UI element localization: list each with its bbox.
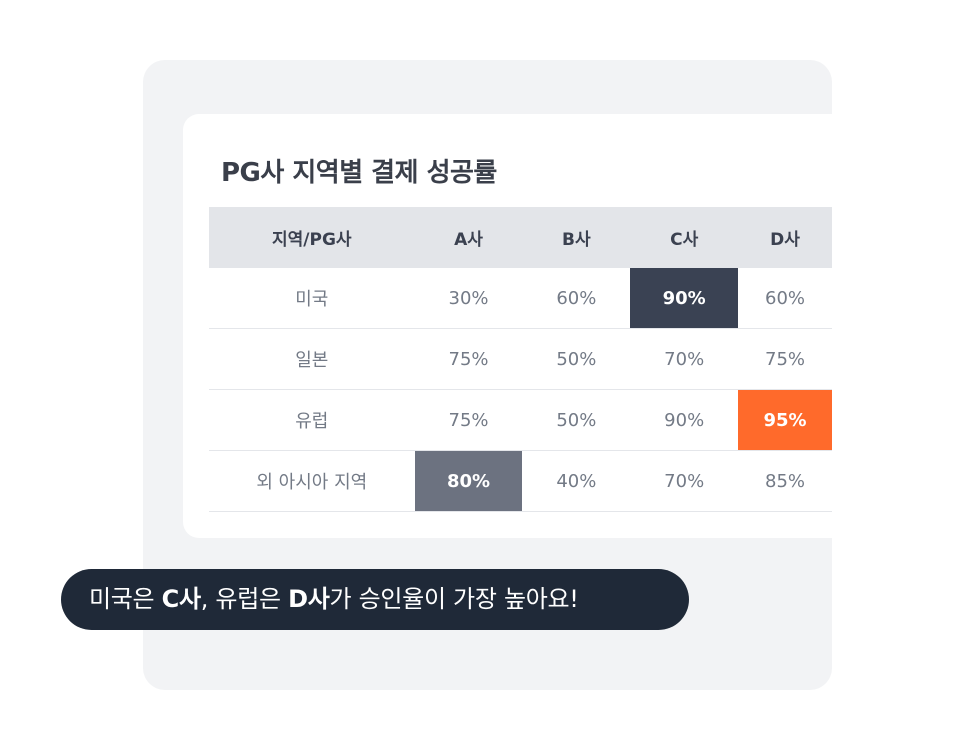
rate-cell: 90% — [630, 389, 739, 451]
rate-cell-highlight: 95% — [738, 389, 832, 451]
insight-chat-bubble: 미국은 C사, 유럽은 D사가 승인율이 가장 높아요! — [61, 569, 689, 630]
rate-cell-highlight: 90% — [630, 268, 739, 329]
rate-cell: 50% — [522, 389, 631, 451]
table-row: 미국 30% 60% 90% 60% — [209, 268, 832, 329]
bubble-text-2: , 유럽은 — [200, 585, 289, 613]
success-rate-table: 지역/PG사 A사 B사 C사 D사 미국 30% 60% 90% 60% 일본 — [209, 207, 832, 512]
header-pg-d: D사 — [738, 207, 832, 268]
rate-cell: 70% — [630, 328, 739, 390]
rate-cell: 60% — [522, 268, 631, 329]
bubble-highlight-c: C사 — [161, 585, 201, 613]
table-header-row: 지역/PG사 A사 B사 C사 D사 — [209, 207, 832, 268]
rate-cell: 85% — [738, 450, 832, 512]
table-row: 유럽 75% 50% 90% 95% — [209, 389, 832, 451]
header-pg-c: C사 — [630, 207, 739, 268]
header-region: 지역/PG사 — [209, 207, 415, 268]
rate-cell: 75% — [414, 328, 523, 390]
rate-cell: 50% — [522, 328, 631, 390]
rate-cell: 60% — [738, 268, 832, 329]
header-pg-a: A사 — [414, 207, 523, 268]
rate-cell: 30% — [414, 268, 523, 329]
region-cell: 미국 — [209, 268, 415, 329]
table-row: 외 아시아 지역 80% 40% 70% 85% — [209, 450, 832, 512]
bubble-highlight-d: D사 — [288, 585, 330, 613]
bubble-text-3: 가 승인율이 가장 높아요! — [329, 585, 579, 613]
region-cell: 일본 — [209, 328, 415, 390]
rate-cell: 40% — [522, 450, 631, 512]
header-pg-b: B사 — [522, 207, 631, 268]
table-row: 일본 75% 50% 70% 75% — [209, 328, 832, 390]
bubble-text-1: 미국은 — [89, 585, 162, 613]
card-title: PG사 지역별 결제 성공률 — [221, 158, 497, 188]
region-cell: 유럽 — [209, 389, 415, 451]
rate-cell-highlight: 80% — [414, 450, 523, 512]
rate-cell: 70% — [630, 450, 739, 512]
rate-cell: 75% — [738, 328, 832, 390]
rate-cell: 75% — [414, 389, 523, 451]
region-cell: 외 아시아 지역 — [209, 450, 415, 512]
success-rate-card: PG사 지역별 결제 성공률 지역/PG사 A사 B사 C사 D사 — [183, 114, 832, 538]
